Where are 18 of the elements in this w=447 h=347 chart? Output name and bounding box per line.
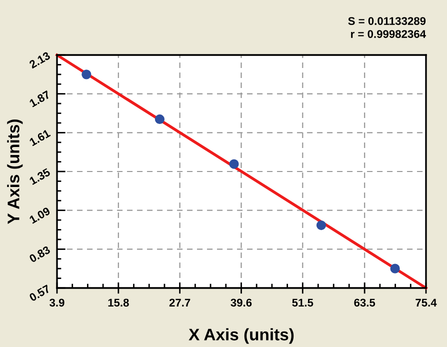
x-tick-label: 3.9 <box>50 298 64 307</box>
y-tick-label: 1.09 <box>28 206 51 224</box>
text: r = 0.99982364 <box>351 30 426 38</box>
y-tick-label: 0.57 <box>28 284 51 302</box>
y-tick-label: 2.13 <box>28 51 51 69</box>
y-axis-title: Y Axis (units) <box>7 120 23 224</box>
y-tick-label: 1.35 <box>28 168 51 186</box>
x-tick-label: 75.4 <box>416 298 437 307</box>
y-tick-label: 1.87 <box>28 90 51 108</box>
x-tick-label: 27.7 <box>169 298 190 306</box>
y-tick-label: 0.83 <box>28 246 51 263</box>
x-tick-label: 63.5 <box>354 298 376 307</box>
x-axis-title: X Axis (units) <box>188 328 294 344</box>
x-tick-label: 39.6 <box>230 298 252 307</box>
x-tick-label: 15.8 <box>108 298 129 307</box>
y-tick-label: 1.61 <box>28 129 51 146</box>
x-tick-label: 51.5 <box>292 298 314 307</box>
text: S = 0.01133289 <box>348 17 426 25</box>
